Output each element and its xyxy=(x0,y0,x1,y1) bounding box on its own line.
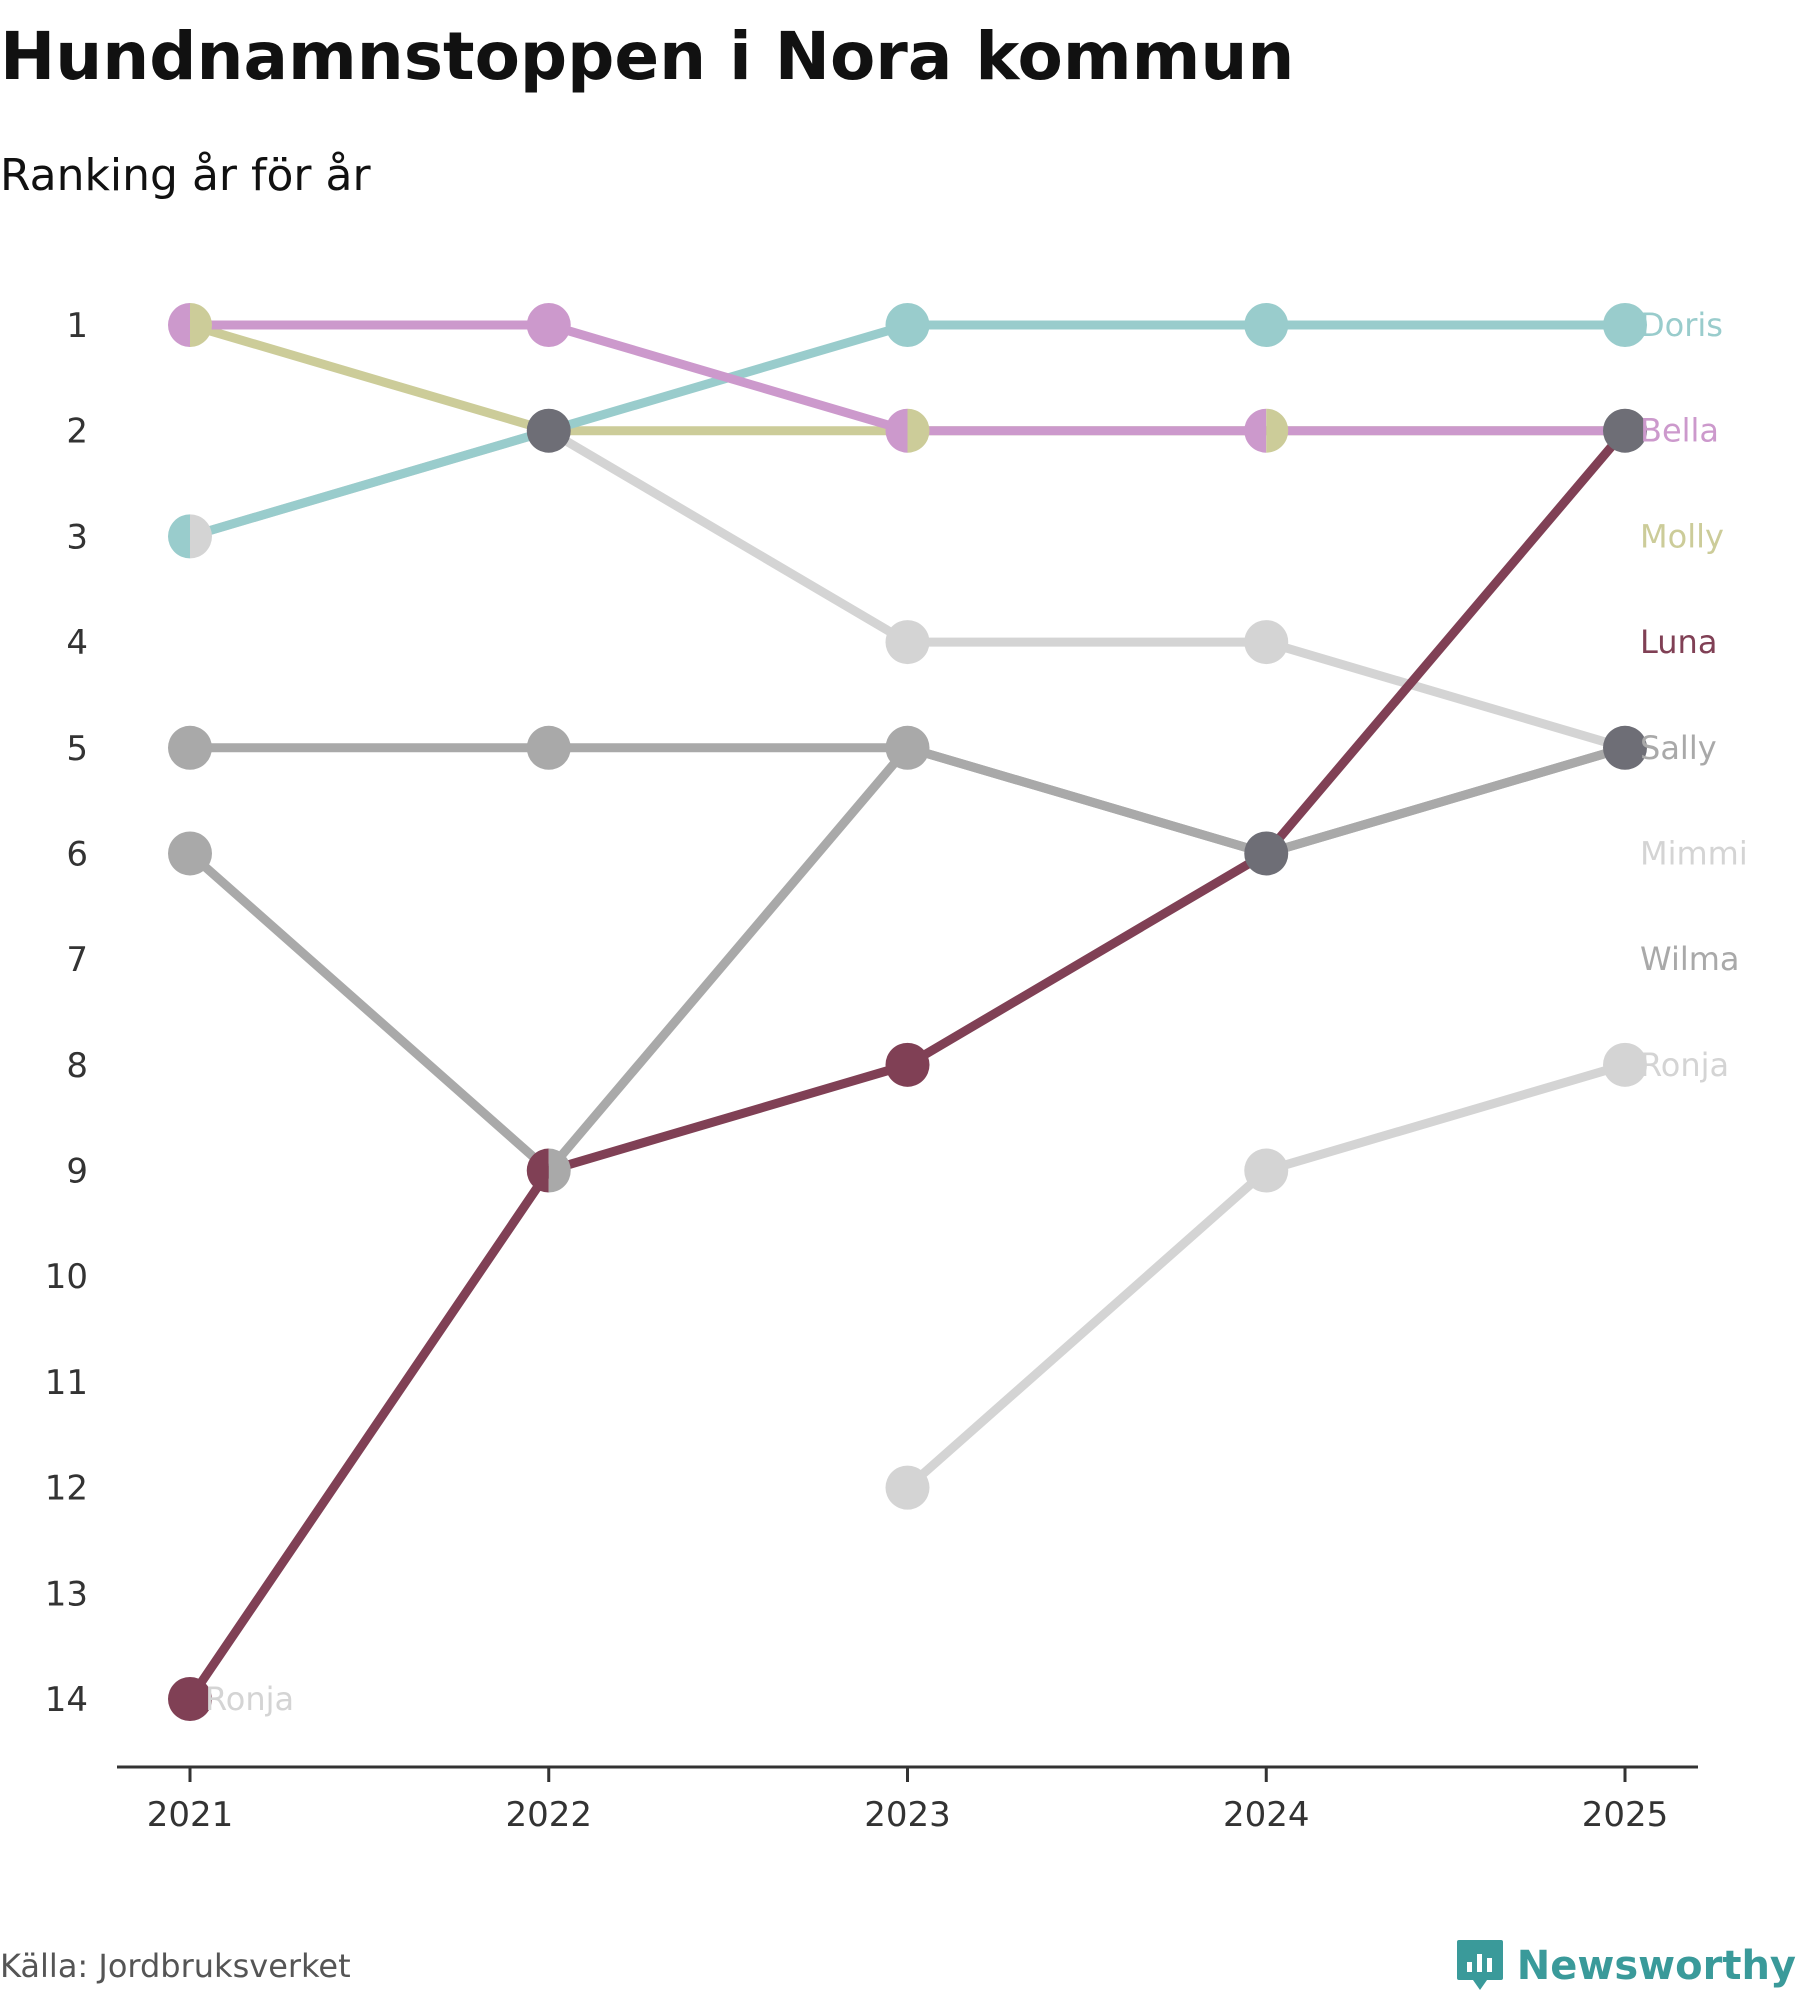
series-end-label-sally: Sally xyxy=(1640,729,1717,767)
x-axis-tick-label: 2022 xyxy=(505,1795,592,1835)
data-point-shared xyxy=(1244,831,1289,876)
data-point-wilma xyxy=(548,1148,571,1193)
data-point-luna xyxy=(885,1042,930,1087)
data-point-sally xyxy=(526,725,571,770)
data-point-doris xyxy=(1603,303,1647,347)
series-end-label-ronja: Ronja xyxy=(1640,1046,1729,1084)
y-axis-tick-label: 5 xyxy=(66,729,88,769)
y-axis-tick-label: 13 xyxy=(45,1574,88,1614)
data-point-bella xyxy=(1244,408,1267,453)
series-end-label-wilma: Wilma xyxy=(1640,940,1740,978)
y-axis-tick-label: 14 xyxy=(45,1680,88,1720)
x-axis-tick-label: 2025 xyxy=(1582,1795,1669,1835)
data-point-ronja xyxy=(1244,1148,1289,1193)
data-point-shared xyxy=(1603,408,1647,453)
series-line-wilma xyxy=(185,743,1630,1176)
brand-logo: Newsworthy xyxy=(1455,1938,1796,1994)
data-point-shared xyxy=(526,408,571,453)
series-end-label-molly: Molly xyxy=(1640,517,1724,555)
data-point-mimmi xyxy=(885,620,930,665)
series-start-label-ronja: Ronja xyxy=(205,1680,294,1718)
y-axis-tick-label: 7 xyxy=(66,940,88,980)
data-point-doris xyxy=(168,514,190,559)
data-point-ronja xyxy=(1603,1042,1647,1087)
data-point-bella xyxy=(168,303,190,347)
y-axis-tick-label: 6 xyxy=(66,834,88,874)
data-point-wilma xyxy=(885,725,908,770)
series-end-label-mimmi: Mimmi xyxy=(1640,834,1748,872)
data-point-molly xyxy=(190,303,212,347)
data-point-mimmi xyxy=(190,514,212,559)
x-axis-tick-label: 2021 xyxy=(147,1795,234,1835)
data-point-doris xyxy=(885,303,930,347)
series-line-mimmi xyxy=(185,426,1630,753)
data-point-molly xyxy=(1266,408,1289,453)
brand-name: Newsworthy xyxy=(1516,1943,1796,1989)
rank-chart: 2021 2022 2023 2024 20251234567891011121314 … xyxy=(45,303,1748,1835)
data-point-ronja xyxy=(885,1465,930,1510)
series-line-ronja xyxy=(903,1060,1630,1493)
data-point-luna xyxy=(168,1677,212,1721)
data-point-doris xyxy=(1244,303,1289,347)
series-labels: Doris Bella Molly Luna Sally Mimmi Wilma Ronja R… xyxy=(205,306,1748,1718)
y-axis-tick-label: 12 xyxy=(45,1469,88,1509)
y-axis-tick-label: 1 xyxy=(66,306,88,346)
data-point-bella xyxy=(885,408,908,453)
data-point-shared xyxy=(1603,725,1647,770)
y-axis-tick-label: 3 xyxy=(66,517,88,557)
x-axis-tick-label: 2023 xyxy=(864,1795,951,1835)
data-point-molly xyxy=(907,408,930,453)
x-axis-tick-label: 2024 xyxy=(1223,1795,1310,1835)
series-end-label-luna: Luna xyxy=(1640,623,1717,661)
data-point-sally xyxy=(907,725,930,770)
data-point-luna xyxy=(526,1148,549,1193)
y-axis-tick-label: 2 xyxy=(66,412,88,452)
source-note: Källa: Jordbruksverket xyxy=(0,1947,351,1985)
data-point-mimmi xyxy=(1244,620,1289,665)
chart-title: Hundnamnstoppen i Nora kommun xyxy=(0,18,1295,95)
y-axis-tick-label: 9 xyxy=(66,1152,88,1192)
data-point-sally xyxy=(168,725,212,770)
chart-subtitle: Ranking år för år xyxy=(0,150,371,201)
newsworthy-logo-icon xyxy=(1456,1940,1503,1990)
data-point-wilma xyxy=(168,831,212,876)
series-points xyxy=(168,303,1647,1721)
y-axis-tick-label: 11 xyxy=(45,1363,88,1403)
y-axis-tick-label: 4 xyxy=(66,623,88,663)
series-end-label-doris: Doris xyxy=(1640,306,1723,344)
y-axis-tick-label: 8 xyxy=(66,1046,88,1086)
series-end-label-bella: Bella xyxy=(1640,412,1719,450)
data-point-bella xyxy=(526,303,571,347)
y-axis-tick-label: 10 xyxy=(45,1257,88,1297)
